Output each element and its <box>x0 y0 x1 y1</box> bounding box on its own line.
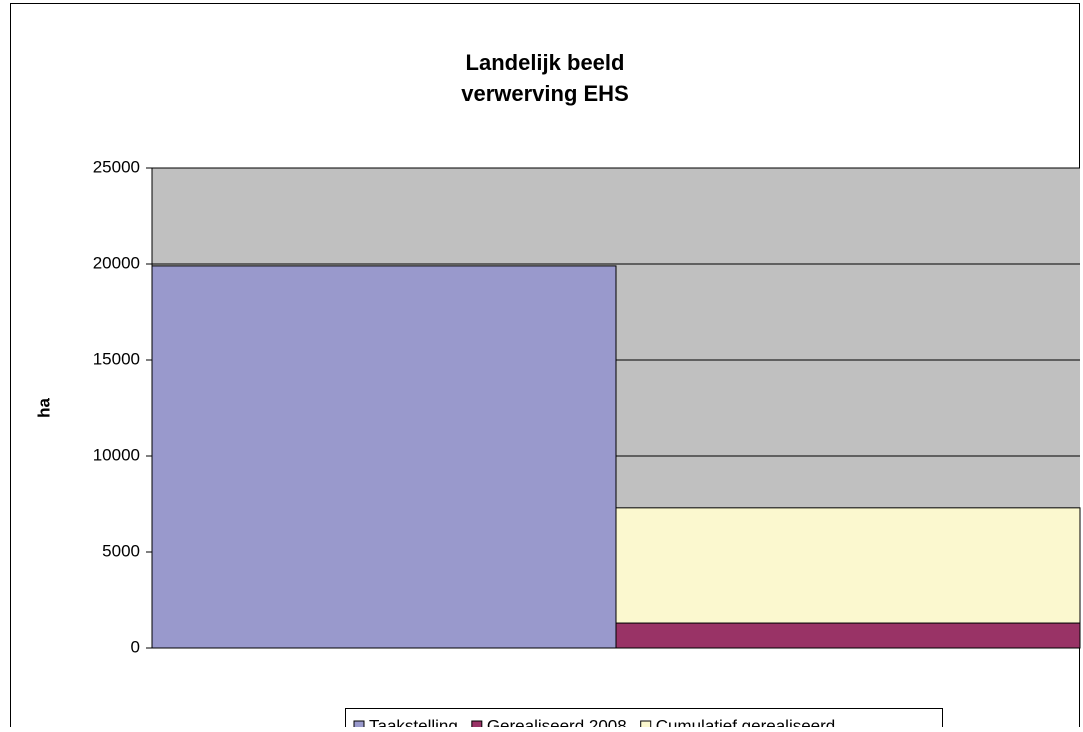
legend-swatch <box>471 720 483 732</box>
y-tick-label: 20000 <box>93 253 140 272</box>
chart-title: Landelijk beeld <box>466 50 625 75</box>
bar <box>151 265 617 649</box>
y-tick-label: 25000 <box>93 157 140 176</box>
legend-swatch <box>640 720 652 732</box>
bar <box>615 622 1081 649</box>
legend-label: Cumulatief gerealiseerd <box>656 716 836 727</box>
y-axis-label: ha <box>34 398 53 418</box>
chart-title: verwerving EHS <box>461 81 629 106</box>
y-tick-label: 10000 <box>93 445 140 464</box>
legend-swatch <box>353 720 365 732</box>
legend-label: Taakstelling <box>369 716 458 727</box>
y-tick-label: 5000 <box>102 541 140 560</box>
y-tick-label: 0 <box>131 637 140 656</box>
legend <box>345 708 943 732</box>
legend-label: Gerealiseerd 2008 <box>487 716 627 727</box>
y-tick-label: 15000 <box>93 349 140 368</box>
bar <box>615 507 1081 624</box>
